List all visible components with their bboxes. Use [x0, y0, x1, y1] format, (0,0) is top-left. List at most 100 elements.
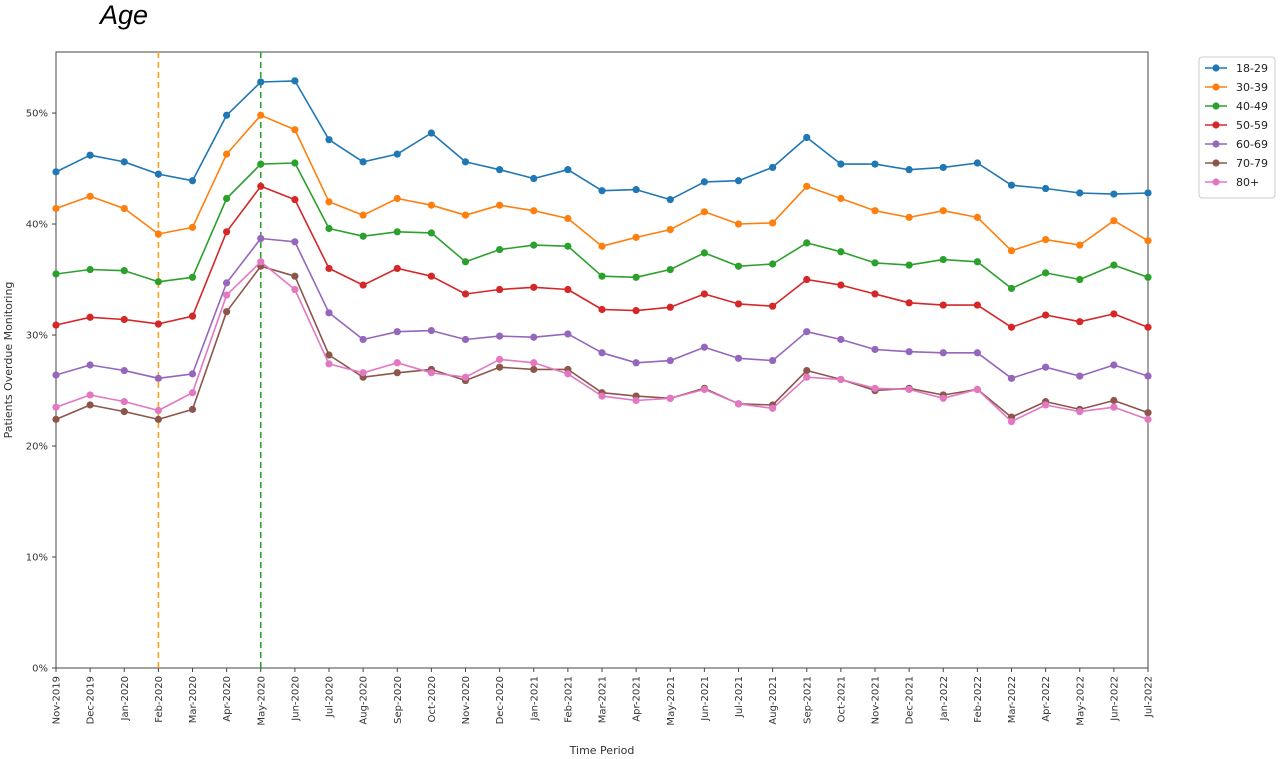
series-point — [393, 359, 401, 367]
series-point — [1076, 241, 1084, 249]
series-point — [86, 192, 94, 200]
series-point — [871, 259, 879, 267]
x-tick-label: Feb-2022 — [973, 676, 984, 723]
series-point — [291, 126, 299, 134]
series-point — [1110, 310, 1118, 318]
legend-label: 40-49 — [1236, 100, 1268, 113]
series-point — [632, 359, 640, 367]
series-point — [120, 204, 128, 213]
series-point — [393, 228, 401, 236]
x-tick-label: May-2021 — [666, 676, 677, 726]
x-tick-label: Apr-2020 — [222, 676, 233, 722]
series-point — [803, 133, 811, 142]
series-point — [359, 335, 367, 344]
legend-label: 30-39 — [1236, 81, 1268, 94]
series-point — [496, 332, 504, 340]
series-point — [905, 261, 913, 269]
x-tick-label: Aug-2020 — [359, 676, 370, 725]
series-point — [86, 265, 94, 274]
series-point — [769, 302, 777, 310]
series-point — [803, 275, 811, 284]
x-tick-label: Dec-2020 — [495, 676, 506, 724]
series-point — [393, 264, 401, 273]
series-point — [530, 207, 538, 215]
series-line-30-39 — [55, 114, 1149, 252]
series-point — [154, 170, 162, 178]
series-point — [530, 174, 538, 183]
series-point — [154, 278, 162, 286]
legend-label: 18-29 — [1236, 62, 1268, 75]
x-axis-label: Time Period — [569, 744, 635, 757]
series-point — [598, 272, 606, 280]
x-tick-label: Jan-2022 — [939, 676, 950, 721]
series-point — [154, 374, 162, 382]
series-point — [1007, 181, 1016, 189]
series-point — [257, 258, 265, 266]
series-point — [837, 194, 845, 203]
series-point — [1144, 372, 1152, 380]
series-point — [666, 394, 674, 402]
series-point — [223, 228, 231, 236]
series-point — [598, 242, 606, 250]
y-tick-label: 20% — [26, 442, 48, 453]
series-point — [1144, 273, 1152, 281]
x-tick-label: Feb-2021 — [563, 676, 574, 723]
series-point — [120, 158, 128, 166]
series-point — [496, 245, 504, 254]
series-point — [530, 359, 538, 367]
series-point — [973, 258, 981, 266]
series-point — [291, 285, 299, 294]
series-point — [393, 328, 401, 336]
series-point — [427, 369, 435, 377]
series-point — [666, 265, 674, 274]
series-point — [700, 249, 708, 257]
series-point — [871, 207, 879, 215]
series-point — [154, 406, 162, 415]
series-point — [1076, 408, 1084, 416]
series-point — [257, 160, 265, 168]
series-point — [837, 281, 845, 289]
series-point — [1110, 190, 1118, 198]
series-point — [734, 354, 743, 362]
series-point — [1076, 318, 1084, 326]
legend: 18-29 30-39 40-49 50-59 60-69 70-79 80+ — [1198, 56, 1276, 199]
series-point — [1042, 401, 1050, 409]
legend-label: 70-79 — [1236, 157, 1268, 170]
series-point — [325, 136, 333, 144]
series-point — [154, 320, 162, 328]
series-point — [291, 272, 299, 280]
series-point — [1007, 323, 1016, 331]
series-point — [427, 201, 435, 209]
series-point — [223, 111, 231, 119]
series-point — [837, 160, 845, 168]
series-point — [427, 229, 435, 237]
series-point — [973, 213, 981, 221]
series-point — [86, 313, 94, 321]
y-tick-label: 0% — [32, 664, 48, 675]
series-point — [1007, 418, 1016, 426]
series-point — [837, 335, 845, 344]
series-point — [154, 415, 162, 423]
series-point — [973, 349, 981, 357]
series-point — [632, 186, 640, 194]
series-point — [700, 343, 708, 351]
series-point — [52, 321, 60, 329]
series-point — [1110, 261, 1118, 269]
series-point — [939, 255, 947, 264]
series-point — [427, 326, 435, 335]
series-point — [359, 211, 367, 219]
legend-marker — [1212, 102, 1220, 110]
series-point — [666, 225, 674, 234]
series-point — [871, 345, 879, 354]
series-point — [86, 391, 94, 399]
series-point — [734, 177, 743, 185]
series-point — [700, 208, 708, 216]
series-point — [530, 333, 538, 341]
series-point — [564, 166, 572, 174]
x-tick-label: Jul-2020 — [325, 676, 336, 718]
series-point — [564, 242, 572, 250]
x-tick-label: Feb-2020 — [154, 676, 165, 723]
series-point — [666, 196, 674, 204]
series-point — [769, 404, 777, 412]
